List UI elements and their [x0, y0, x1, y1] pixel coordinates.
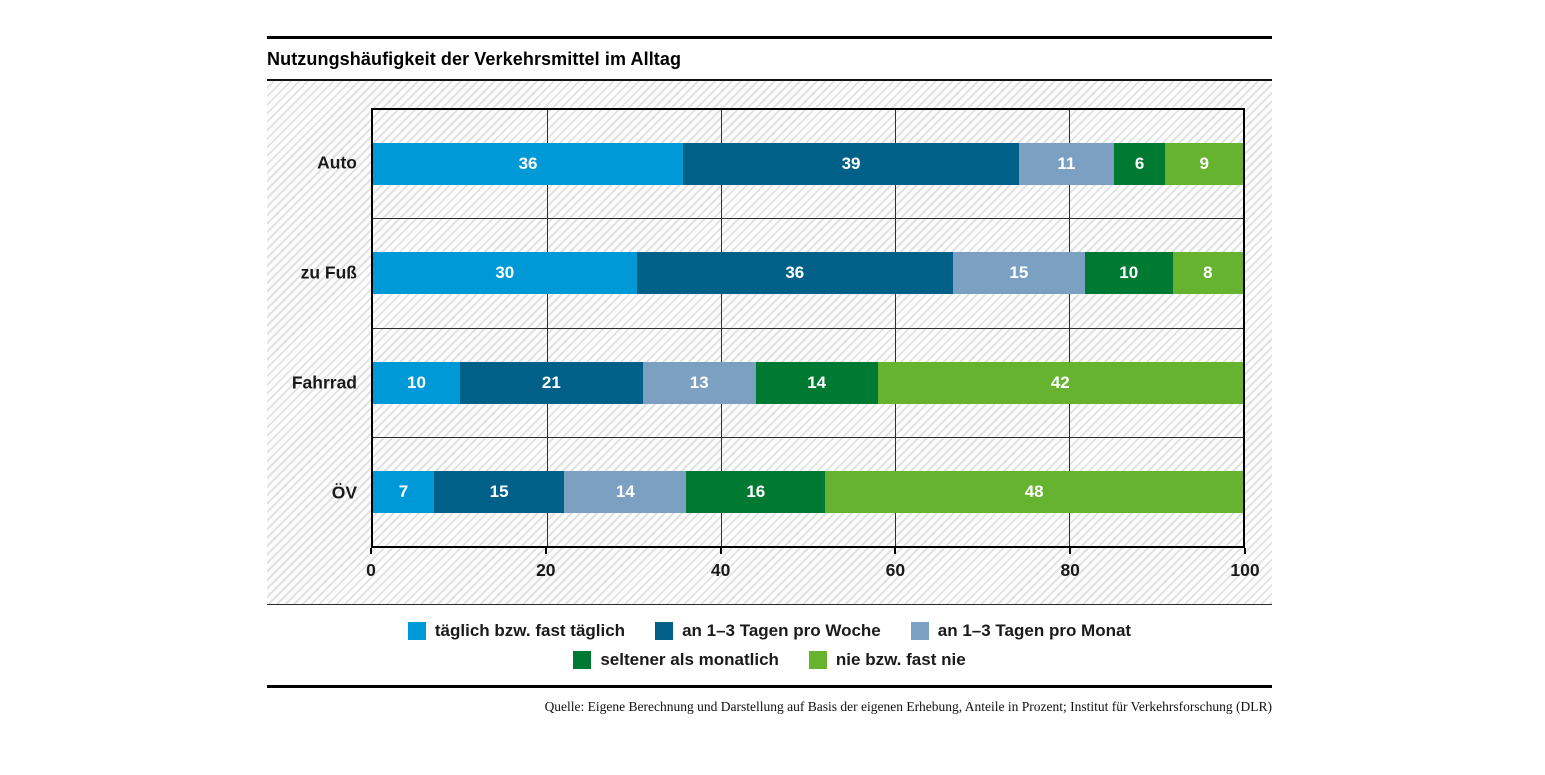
bar-value-label: 13: [689, 372, 709, 392]
x-tick-mark: [894, 548, 897, 554]
bar-value-label: 9: [1199, 154, 1209, 174]
bar-value-label: 7: [398, 481, 409, 501]
bar-value-label: 48: [1024, 481, 1044, 501]
x-tick-label: 20: [536, 560, 556, 580]
bar-segment: 30: [373, 252, 637, 295]
bar-segment: 7: [373, 470, 434, 513]
legend-swatch: [655, 622, 674, 640]
gridline-40: [721, 110, 722, 546]
gridline-80: [1069, 110, 1070, 546]
bar-segment: 14: [564, 470, 687, 513]
bar-value-label: 15: [489, 481, 509, 501]
bar-value-label: 36: [518, 154, 538, 174]
legend-item: nie bzw. fast nie: [808, 650, 966, 670]
footer-rule: [267, 685, 1272, 688]
legend-swatch: [573, 651, 592, 669]
category-label: Auto: [317, 152, 357, 173]
x-tick-mark: [1069, 548, 1072, 554]
legend-label: an 1–3 Tagen pro Woche: [682, 621, 881, 640]
top-rule: [267, 36, 1272, 39]
bar-segment: 10: [373, 361, 460, 404]
bar-segment: 48: [825, 470, 1243, 513]
legend-label: an 1–3 Tagen pro Monat: [937, 621, 1132, 640]
legend-row: täglich bzw. fast täglich an 1–3 Tagen pr…: [267, 621, 1272, 641]
x-tick-label: 60: [885, 560, 906, 580]
bar-value-label: 10: [1119, 263, 1139, 283]
x-tick-mark: [1244, 548, 1246, 554]
bar-segment: 42: [877, 361, 1243, 404]
bar-segment: 21: [460, 361, 643, 404]
bar-segment: 36: [636, 252, 953, 295]
bar-value-label: 42: [1050, 372, 1070, 392]
chart-panel: 36 39 11 6 9 30 36 15 10 8 10 21 13 14 42 7 15 14 16 48 Aut…: [267, 81, 1272, 605]
bar-segment: 6: [1113, 143, 1166, 186]
bar-segment: 16: [686, 470, 826, 513]
plot-area: 36 39 11 6 9 30 36 15 10 8 10 21 13 14 42 7 15 14 16 48: [371, 108, 1245, 548]
legend: täglich bzw. fast täglich an 1–3 Tagen pr…: [267, 621, 1272, 670]
legend-row: seltener als monatlich nie bzw. fast nie: [267, 650, 1272, 670]
bar-value-label: 36: [785, 263, 805, 283]
bar-row: 7 15 14 16 48: [373, 470, 1243, 513]
gridline-60: [895, 110, 896, 546]
x-tick-label: 80: [1060, 560, 1080, 580]
bar-value-label: 6: [1134, 154, 1145, 174]
category-label: ÖV: [331, 482, 357, 503]
bar-value-label: 8: [1203, 263, 1213, 283]
legend-swatch: [808, 651, 827, 669]
chart-title: Nutzungshäufigkeit der Verkehrsmittel im…: [267, 49, 682, 69]
category-band: 30 36 15 10 8: [373, 219, 1243, 329]
bar-segment: 10: [1084, 252, 1173, 295]
category-label: Fahrrad: [291, 372, 357, 393]
bar-segment: 36: [373, 143, 684, 186]
x-tick-label: 40: [710, 560, 731, 580]
bar-value-label: 10: [407, 372, 426, 392]
bar-row: 10 21 13 14 42: [373, 361, 1243, 404]
legend-item: täglich bzw. fast täglich: [407, 621, 626, 641]
category-band: 10 21 13 14 42: [373, 329, 1243, 438]
bar-segment: 15: [952, 252, 1085, 295]
legend-label: seltener als monatlich: [600, 650, 779, 669]
bar-row: 30 36 15 10 8: [373, 252, 1243, 295]
category-band: 7 15 14 16 48: [373, 438, 1243, 546]
bar-value-label: 15: [1009, 263, 1029, 283]
bar-segment: 8: [1172, 252, 1243, 295]
category-label: zu Fuß: [300, 262, 357, 283]
gridline-20: [547, 110, 548, 546]
figure: Nutzungshäufigkeit der Verkehrsmittel im…: [267, 0, 1272, 715]
legend-swatch: [910, 622, 929, 640]
bar-value-label: 30: [495, 263, 515, 283]
bar-segment: 13: [642, 361, 756, 404]
bar-value-label: 16: [746, 481, 766, 501]
bar-segment: 14: [755, 361, 878, 404]
legend-swatch: [407, 622, 426, 640]
legend-item: an 1–3 Tagen pro Woche: [655, 621, 881, 641]
legend-item: seltener als monatlich: [573, 650, 779, 670]
x-tick-mark: [719, 548, 722, 554]
bar-value-label: 14: [807, 372, 827, 392]
bar-segment: 39: [683, 143, 1020, 186]
bar-value-label: 21: [541, 372, 561, 392]
category-band: 36 39 11 6 9: [373, 110, 1243, 220]
bar-segment: 15: [433, 470, 565, 513]
x-tick-mark: [370, 548, 372, 554]
bar-row: 36 39 11 6 9: [373, 143, 1243, 186]
x-tick-label: 0: [366, 560, 376, 580]
legend-item: an 1–3 Tagen pro Monat: [910, 621, 1132, 641]
bar-segment: 11: [1019, 143, 1114, 186]
bar-value-label: 11: [1057, 154, 1076, 174]
legend-label: nie bzw. fast nie: [835, 650, 966, 669]
bar-segment: 9: [1165, 143, 1243, 186]
source-note: Quelle: Eigene Berechnung und Darstellun…: [544, 699, 1272, 714]
x-tick-mark: [544, 548, 547, 554]
bar-value-label: 14: [615, 481, 635, 501]
x-tick-label: 100: [1230, 560, 1260, 580]
legend-label: täglich bzw. fast täglich: [434, 621, 626, 640]
title-rule: [267, 79, 1272, 81]
bar-value-label: 39: [841, 154, 861, 174]
